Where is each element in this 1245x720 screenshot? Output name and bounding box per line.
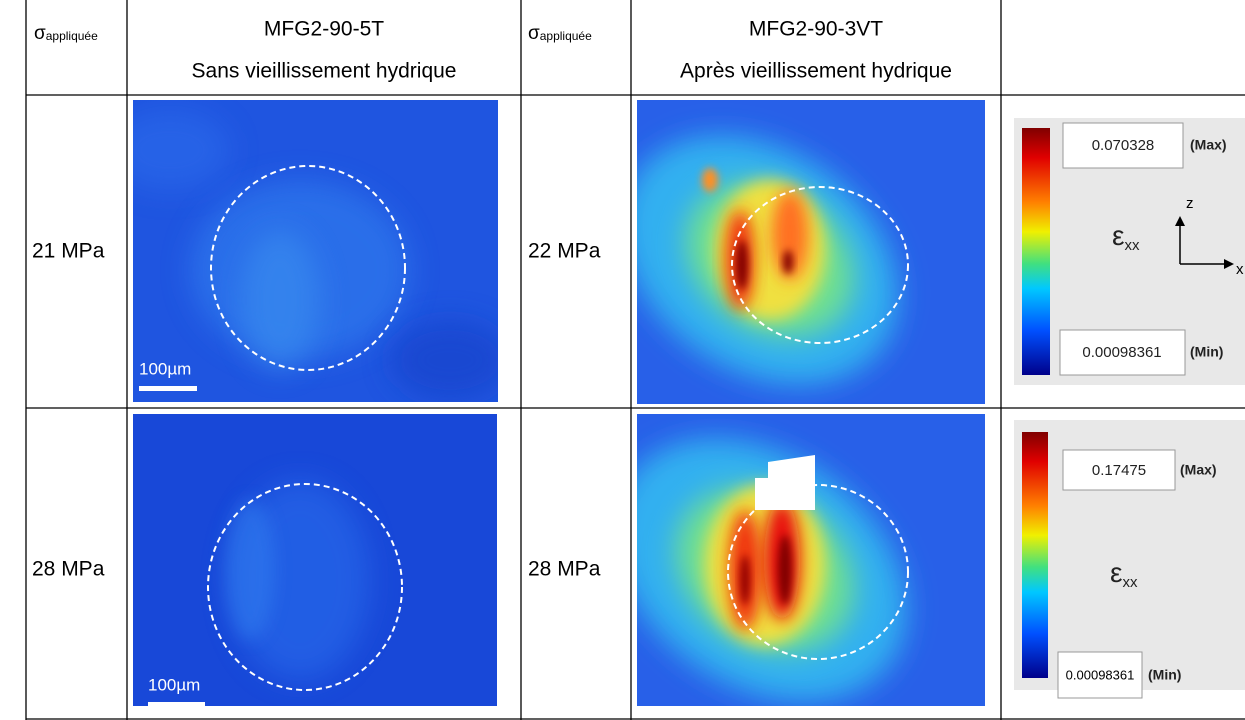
legend-max-tag: (Max) xyxy=(1190,137,1227,153)
subscript: appliquée xyxy=(540,29,592,43)
legend-symbol: εxx xyxy=(1112,220,1140,254)
strain-map xyxy=(133,100,498,402)
strain-map xyxy=(637,414,985,706)
axis-label: x xyxy=(1236,261,1244,278)
epsilon: ε xyxy=(1112,220,1124,251)
axis-label: z xyxy=(1186,195,1194,212)
sigma: σ xyxy=(34,23,46,44)
scale-bar xyxy=(139,386,197,391)
epsilon: ε xyxy=(1110,557,1122,588)
stress-label: 28 MPa xyxy=(32,558,105,581)
subscript: appliquée xyxy=(46,29,98,43)
legend-min-tag: (Min) xyxy=(1190,344,1223,360)
subscript: xx xyxy=(1122,574,1138,591)
legend-max-tag: (Max) xyxy=(1180,462,1217,478)
legend-max: 0.17475 xyxy=(1092,462,1146,479)
color-legend: 0.070328 (Max) εxx z x 0.00098361 (Min) xyxy=(1014,118,1245,385)
stress-label: 28 MPa xyxy=(528,558,601,581)
legend-symbol: εxx xyxy=(1110,557,1138,591)
legend-max: 0.070328 xyxy=(1092,137,1155,154)
header-condition: Sans vieillissement hydrique xyxy=(192,60,457,83)
scale-bar-label: 100µm xyxy=(148,675,200,694)
sigma: σ xyxy=(528,23,540,44)
header-stress: σappliquée xyxy=(34,23,98,44)
header-condition: Après vieillissement hydrique xyxy=(680,60,952,83)
subscript: xx xyxy=(1124,237,1140,254)
header-sample: MFG2-90-5T xyxy=(264,18,384,41)
legend-min-tag: (Min) xyxy=(1148,667,1181,683)
legend-min: 0.00098361 xyxy=(1066,667,1135,682)
scale-bar-label: 100µm xyxy=(139,359,191,378)
strain-map xyxy=(133,414,497,706)
header-stress: σappliquée xyxy=(528,23,592,44)
color-legend: 0.17475 (Max) εxx 0.00098361 (Min) xyxy=(1014,420,1245,699)
strain-map xyxy=(637,100,985,404)
scale-bar xyxy=(148,702,205,707)
stress-label: 22 MPa xyxy=(528,240,601,263)
header-sample: MFG2-90-3VT xyxy=(749,18,883,41)
legend-min: 0.00098361 xyxy=(1082,344,1161,361)
stress-label: 21 MPa xyxy=(32,240,105,263)
